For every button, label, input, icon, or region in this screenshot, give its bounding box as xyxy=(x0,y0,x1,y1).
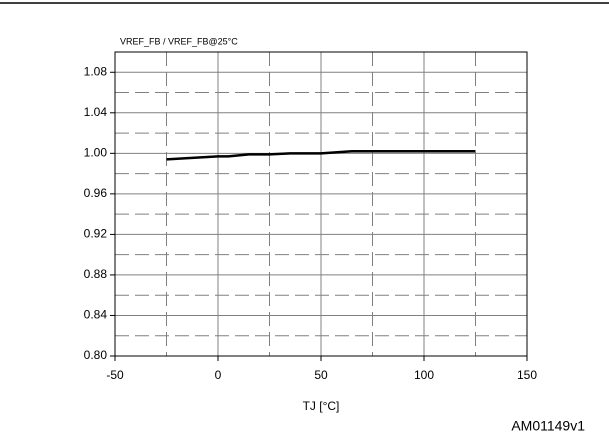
y-tick-label: 0.96 xyxy=(84,186,108,200)
x-axis-label: TJ [°C] xyxy=(303,399,340,413)
x-tick-label: 0 xyxy=(215,368,222,382)
y-tick-label: 1.04 xyxy=(84,105,108,119)
y-axis-label: VREF_FB / VREF_FB@25°C xyxy=(120,36,238,46)
x-tick-label: -50 xyxy=(106,368,124,382)
y-tick-label: 0.84 xyxy=(84,308,108,322)
y-tick-label: 1.08 xyxy=(84,64,108,78)
x-tick-label: 50 xyxy=(314,368,328,382)
y-tick-label: 1.00 xyxy=(84,146,108,160)
data-line xyxy=(166,150,476,161)
y-tick-label: 0.88 xyxy=(84,267,108,281)
plot-frame xyxy=(114,51,528,357)
x-tick-label: 150 xyxy=(517,368,537,382)
footnote: AM01149v1 xyxy=(511,418,585,434)
y-tick-label: 0.80 xyxy=(84,348,108,362)
y-tick-label: 0.92 xyxy=(84,227,108,241)
x-tick-label: 100 xyxy=(414,368,434,382)
